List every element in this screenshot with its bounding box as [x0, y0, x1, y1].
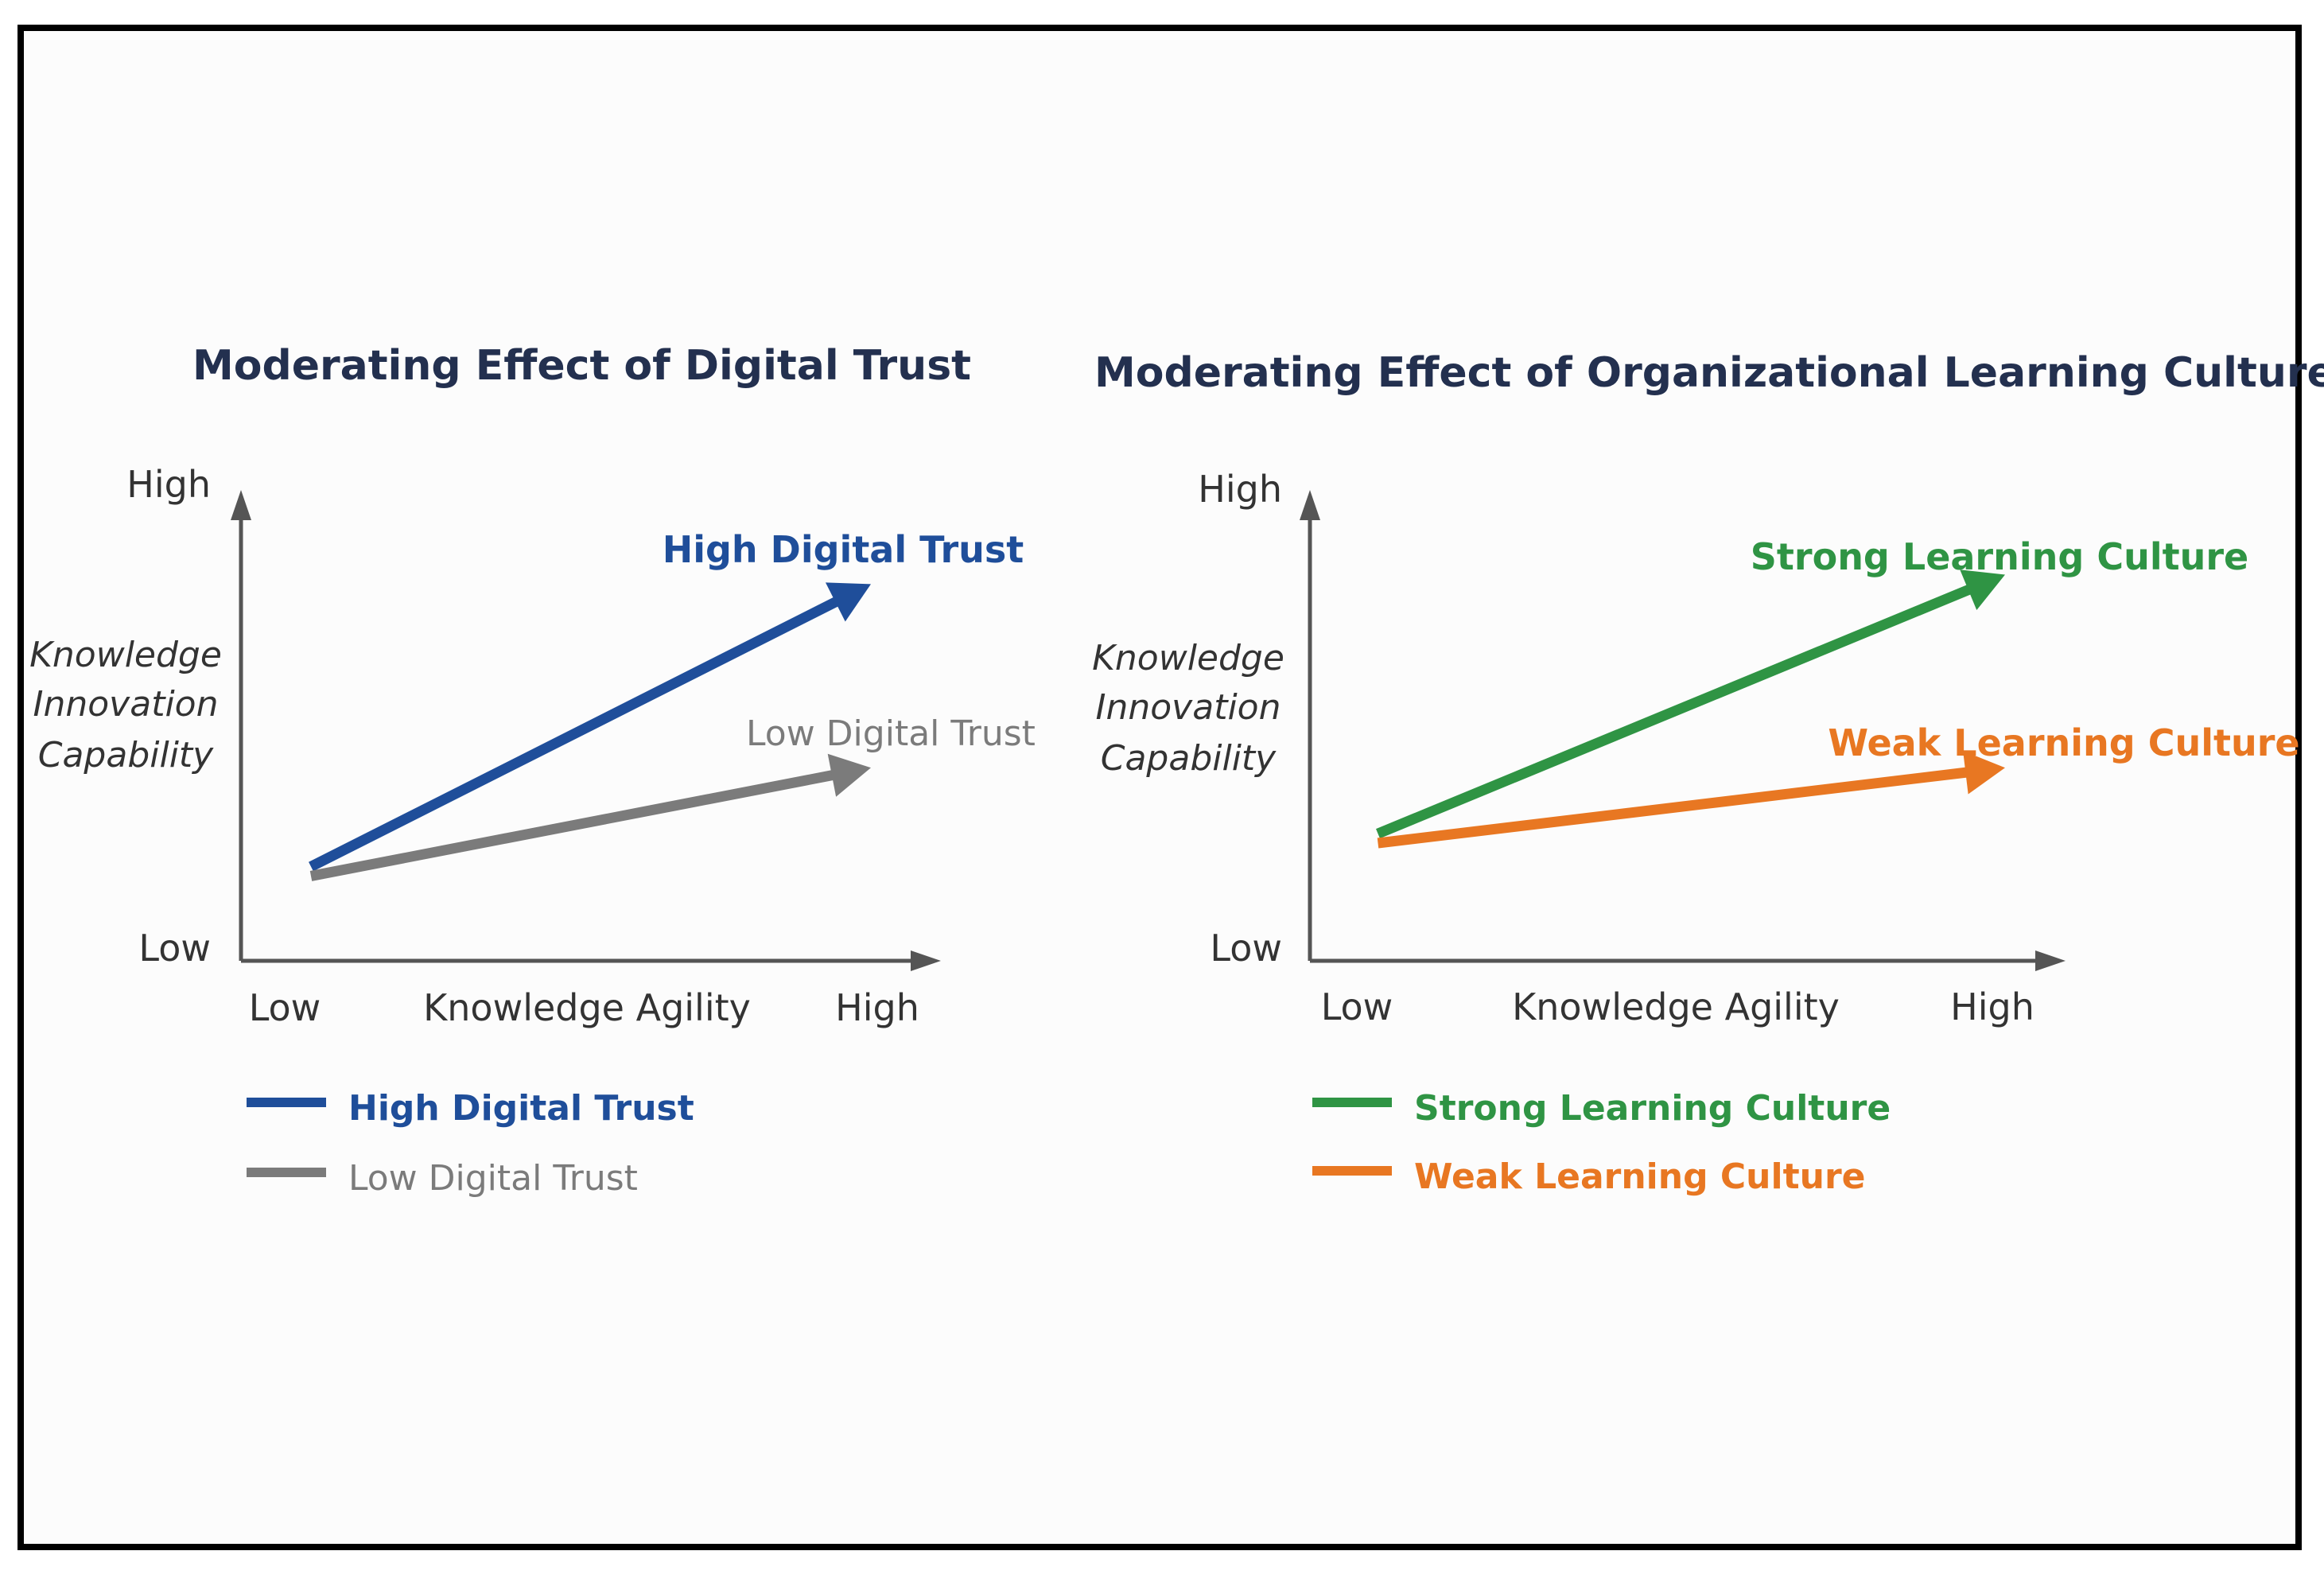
legend-item-label: Strong Learning Culture — [1414, 1088, 1891, 1129]
series-2-line — [309, 753, 871, 881]
series-label: High Digital Trust — [663, 528, 1024, 571]
x-tick-label-low: Low — [1321, 985, 1393, 1028]
y-tick-label-high: High — [1198, 468, 1282, 511]
legend-swatch — [247, 1168, 326, 1177]
y-axis-arrowhead — [231, 490, 251, 520]
y-axis-label-line: Innovation — [33, 684, 219, 725]
x-axis-arrowhead — [911, 950, 941, 971]
chart-panel-2: Moderating Effect of Organizational Lear… — [1092, 349, 2324, 1197]
legend-item-label: Low Digital Trust — [348, 1158, 638, 1199]
series-1-line — [309, 582, 871, 872]
series-2-arrowhead — [827, 753, 871, 797]
chart-title: Moderating Effect of Digital Trust — [192, 342, 971, 390]
series-2-line — [1377, 767, 1968, 849]
y-axis-label-line: Capability — [38, 735, 214, 775]
legend: High Digital Trust Low Digital Trust — [247, 1088, 694, 1199]
x-tick-label-high: High — [1950, 985, 2034, 1028]
figure-frame — [17, 25, 2302, 1550]
chart-panel-1: Moderating Effect of Digital Trust High Lo… — [29, 342, 1036, 1199]
series-2-arrowhead — [1963, 750, 2005, 795]
series-1-line — [1376, 584, 1972, 839]
x-axis-label: Knowledge Agility — [423, 986, 751, 1029]
y-axis-label-line: Innovation — [1096, 687, 1281, 728]
series-2-line — [309, 770, 835, 881]
series-1-line — [1376, 569, 2005, 839]
legend-item-label: Weak Learning Culture — [1414, 1156, 1866, 1197]
legend-item-label: High Digital Trust — [348, 1088, 694, 1129]
chart-title: Moderating Effect of Organizational Lear… — [1094, 349, 2324, 397]
legend-swatch — [247, 1098, 326, 1107]
legend-swatch — [1312, 1166, 1392, 1176]
y-axis-arrowhead — [1300, 490, 1320, 520]
series-label: Low Digital Trust — [746, 713, 1036, 754]
series-1-line — [309, 597, 840, 872]
y-axis-label-line: Knowledge — [29, 635, 222, 675]
y-axis-label-line: Capability — [1101, 738, 1277, 779]
y-tick-label-high: High — [126, 463, 211, 506]
series-label: Weak Learning Culture — [1828, 721, 2299, 764]
legend-swatch — [1312, 1098, 1392, 1107]
y-axis-label-line: Knowledge — [1092, 638, 1284, 678]
legend: Strong Learning Culture Weak Learning Cul… — [1312, 1088, 1891, 1197]
x-tick-label-low: Low — [249, 986, 321, 1029]
x-axis-arrowhead — [2035, 950, 2066, 971]
x-axis-label: Knowledge Agility — [1512, 985, 1840, 1028]
y-tick-label-low: Low — [1210, 927, 1282, 970]
x-tick-label-high: High — [835, 986, 919, 1029]
series-2-line — [1377, 750, 2005, 849]
y-tick-label-low: Low — [138, 927, 211, 970]
series-1-arrowhead — [825, 582, 871, 622]
series-1-arrowhead — [1960, 569, 2005, 611]
series-label: Strong Learning Culture — [1751, 535, 2248, 578]
